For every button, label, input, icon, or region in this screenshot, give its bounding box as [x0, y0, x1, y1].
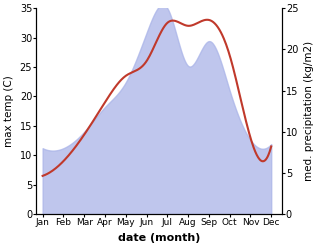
- Y-axis label: max temp (C): max temp (C): [4, 75, 14, 147]
- X-axis label: date (month): date (month): [118, 233, 200, 243]
- Y-axis label: med. precipitation (kg/m2): med. precipitation (kg/m2): [304, 41, 314, 181]
